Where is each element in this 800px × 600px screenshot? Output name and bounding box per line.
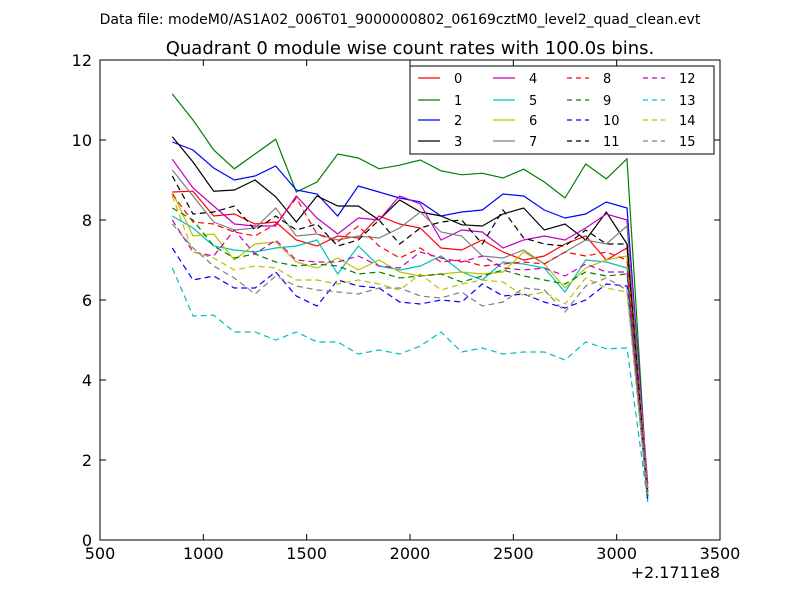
x-tick-label: 2500 <box>493 544 534 563</box>
legend-label-1: 1 <box>454 94 462 109</box>
x-tick-label: 3500 <box>700 544 741 563</box>
legend-label-15: 15 <box>679 135 696 150</box>
series-line-0 <box>172 190 649 485</box>
series-line-5 <box>171 215 649 503</box>
x-tick-label: 500 <box>85 544 116 563</box>
series-line-11 <box>171 175 649 497</box>
x-tick-label: 2000 <box>390 544 431 563</box>
legend-box <box>409 65 715 155</box>
legend-label-7: 7 <box>529 135 537 150</box>
legend-label-8: 8 <box>603 72 611 87</box>
series-line-3 <box>171 136 649 493</box>
legend-label-6: 6 <box>529 114 537 129</box>
series-line-1 <box>171 93 649 497</box>
y-tick-label: 2 <box>82 451 92 470</box>
legend-label-12: 12 <box>679 72 696 87</box>
y-tick-label: 0 <box>82 531 92 550</box>
y-tick-label: 8 <box>82 211 92 230</box>
y-tick-label: 12 <box>72 51 92 70</box>
legend-label-14: 14 <box>679 114 696 129</box>
chart-suptitle: Data file: modeM0/AS1A02_006T01_90000008… <box>100 12 701 28</box>
series-line-6 <box>171 191 649 499</box>
x-tick-label: 3000 <box>596 544 637 563</box>
legend-label-0: 0 <box>454 72 462 87</box>
plot-lines <box>171 93 649 503</box>
series-line-14 <box>171 195 649 495</box>
legend-label-11: 11 <box>603 135 620 150</box>
series-line-12 <box>171 219 649 493</box>
legend-label-2: 2 <box>454 114 462 129</box>
legend-label-9: 9 <box>603 94 611 109</box>
series-line-15 <box>171 223 649 501</box>
series-line-10 <box>171 247 649 501</box>
legend-label-3: 3 <box>454 135 462 150</box>
series-line-9 <box>171 207 649 499</box>
series-line-8 <box>171 193 649 493</box>
legend-label-4: 4 <box>529 72 537 87</box>
x-tick-label: 1000 <box>183 544 224 563</box>
legend-label-13: 13 <box>679 94 696 109</box>
series-line-4 <box>171 158 649 485</box>
y-tick-label: 6 <box>82 291 92 310</box>
series-line-7 <box>171 169 649 491</box>
x-offset-label: +2.1711e8 <box>631 563 720 582</box>
series-line-13 <box>171 267 649 503</box>
legend-label-5: 5 <box>529 94 537 109</box>
legend-label-10: 10 <box>603 114 620 129</box>
chart-title: Quadrant 0 module wise count rates with … <box>166 38 655 59</box>
x-tick-label: 1500 <box>286 544 327 563</box>
y-tick-label: 4 <box>82 371 92 390</box>
x-axis: 500 1000 1500 2000 2500 3000 3500 <box>85 60 741 563</box>
y-tick-label: 10 <box>72 131 92 150</box>
series-line-2 <box>172 141 649 489</box>
